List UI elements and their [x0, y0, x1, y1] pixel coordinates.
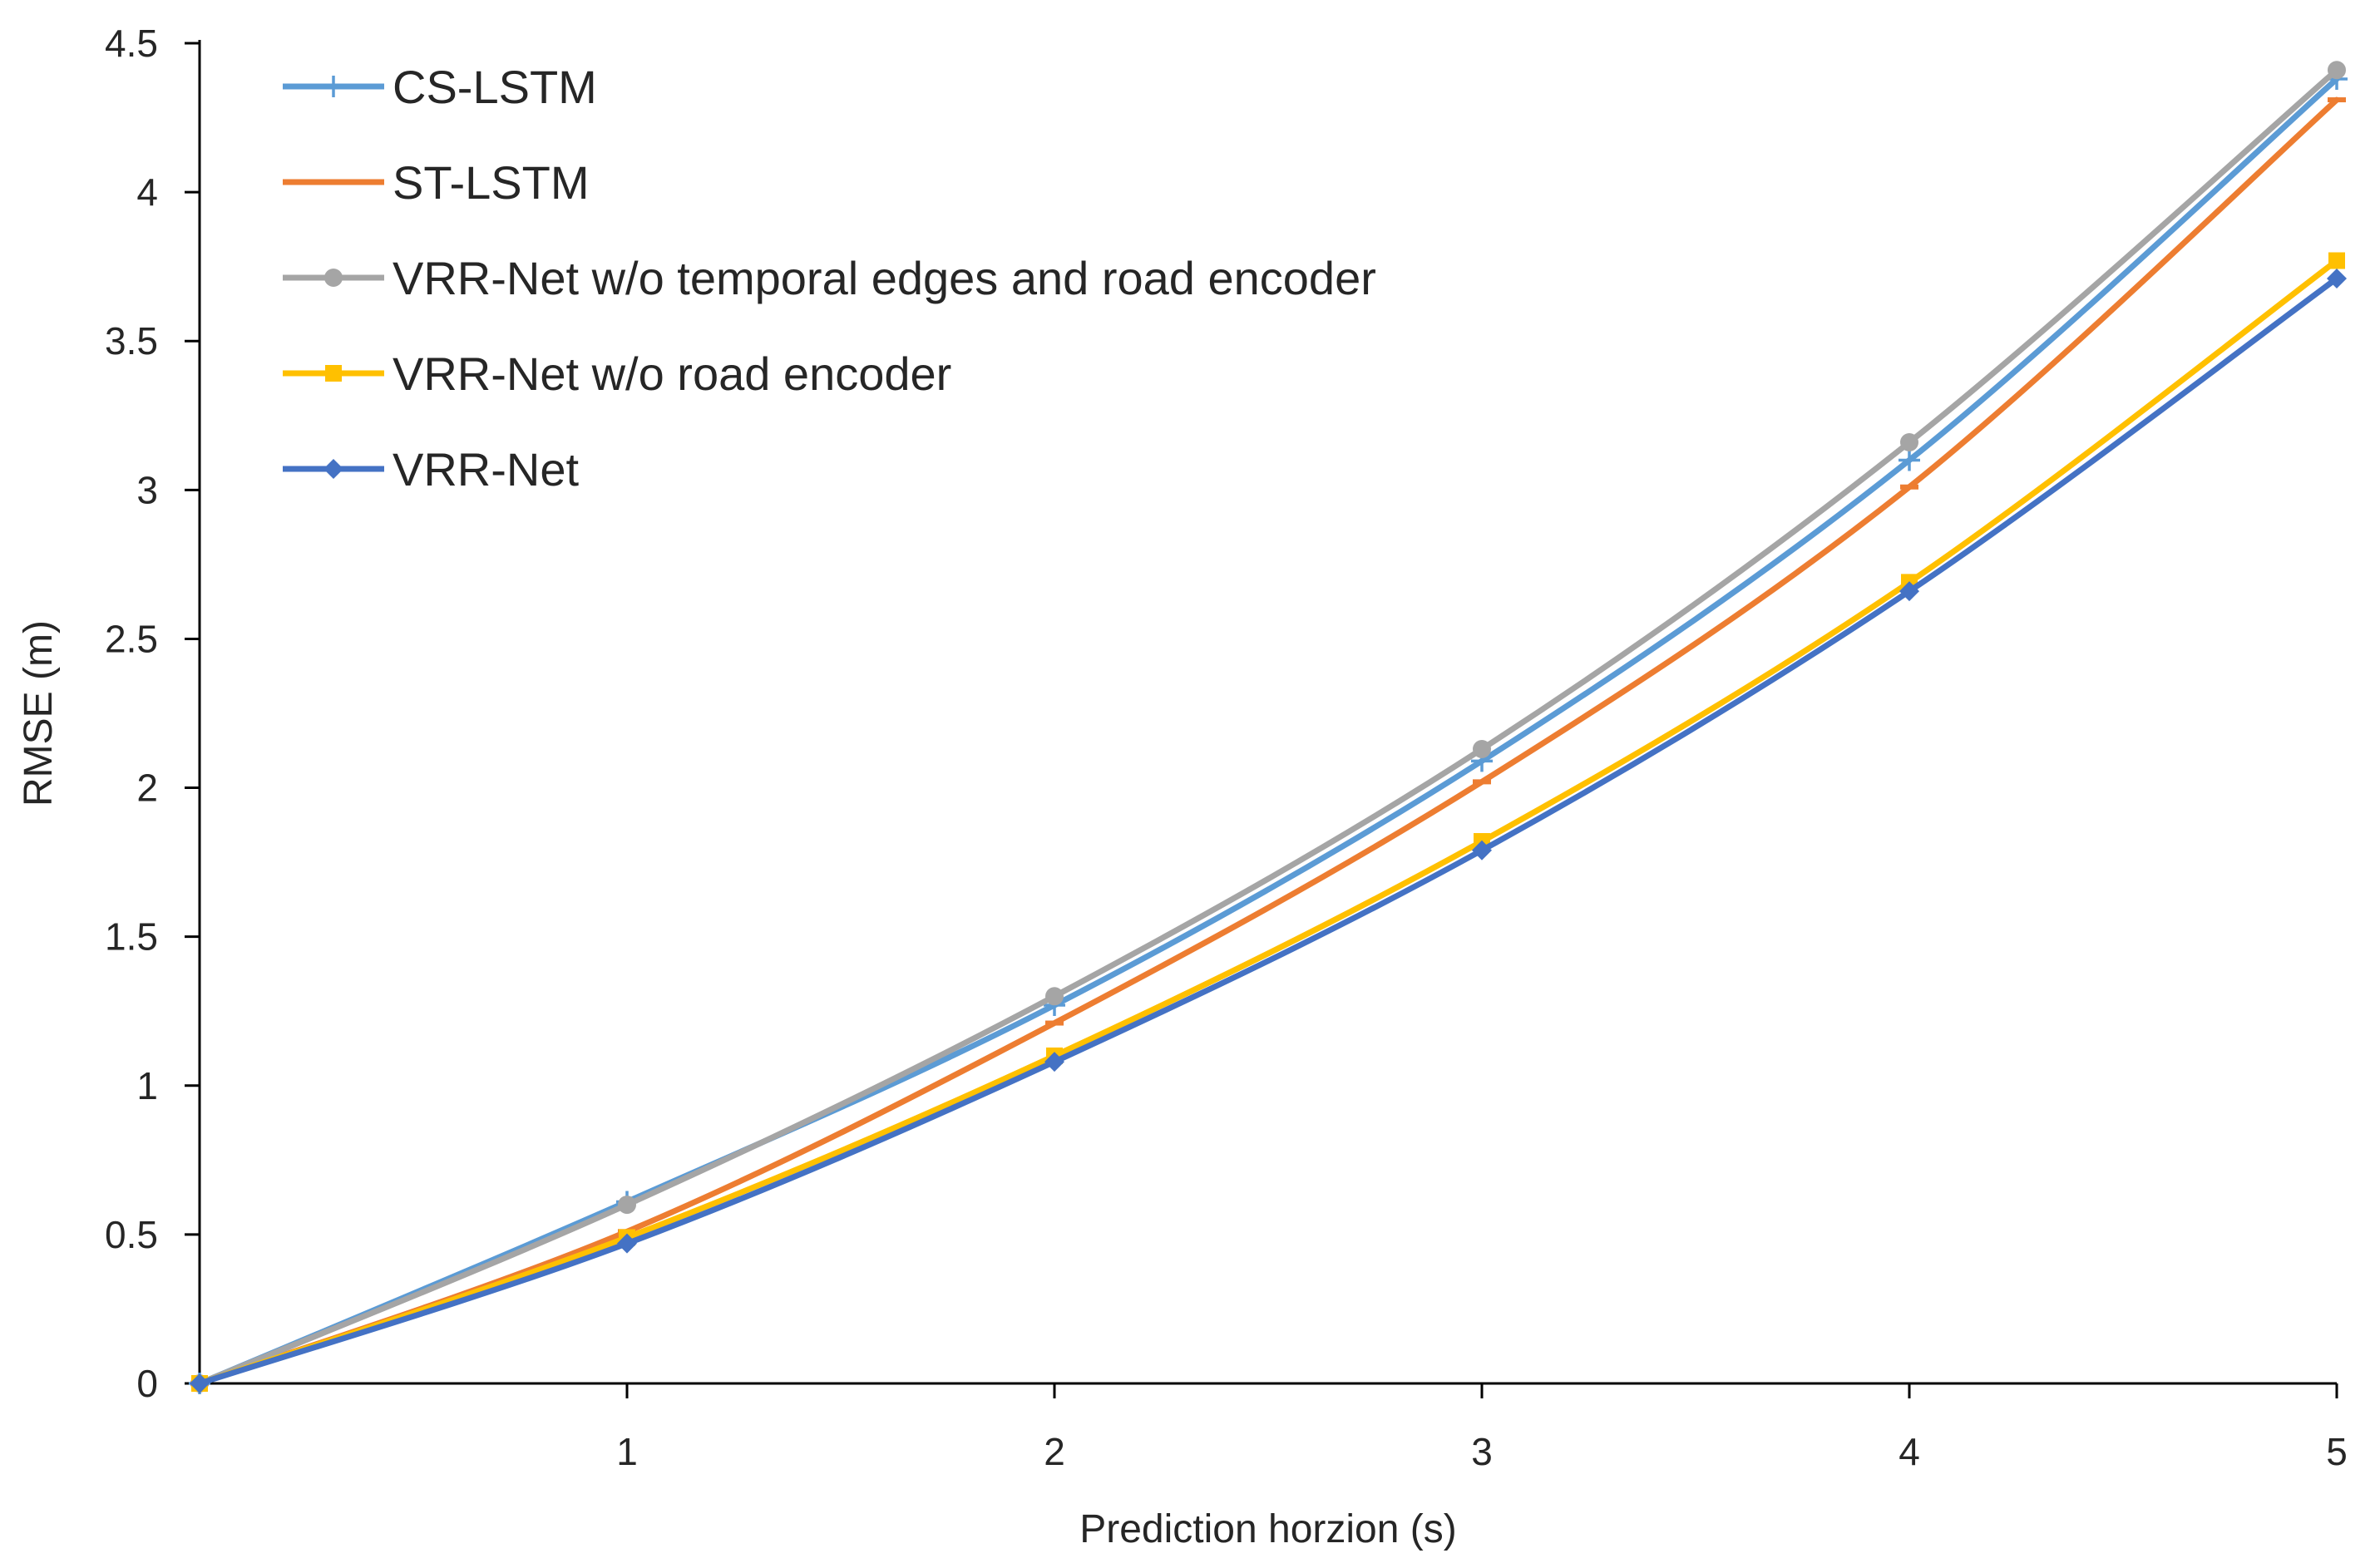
y-tick-label: 0.5	[105, 1213, 158, 1256]
data-point	[2328, 97, 2346, 103]
legend-label: VRR-Net w/o road encoder	[393, 348, 951, 400]
data-point	[617, 1233, 637, 1254]
legend-item: VRR-Net	[283, 443, 579, 496]
data-point	[1900, 484, 1918, 490]
axes: 0 0.5 1 1.5 2 2.5 3 3.5 4 4.5 1 2 3 4 5	[105, 22, 2348, 1473]
legend-marker	[323, 459, 343, 479]
legend-marker	[324, 180, 343, 185]
y-tick-label: 3.5	[105, 319, 158, 362]
data-point	[618, 1196, 636, 1215]
legend-item: CS-LSTM	[283, 61, 597, 113]
series-line	[196, 67, 2340, 1387]
x-tick-label: 2	[1044, 1430, 1065, 1473]
legend-marker	[325, 365, 342, 382]
x-tick-label: 3	[1471, 1430, 1493, 1473]
y-tick-label: 1	[136, 1064, 158, 1107]
y-tick-label: 3	[136, 468, 158, 511]
data-point	[1473, 739, 1491, 758]
series-line	[196, 275, 2340, 1387]
x-tick-label: 1	[616, 1430, 638, 1473]
data-point	[2328, 61, 2346, 80]
data-point	[1045, 1020, 1064, 1026]
x-tick-label: 4	[1899, 1430, 1920, 1473]
legend-label: VRR-Net	[393, 443, 579, 496]
legend-marker	[323, 76, 344, 97]
series-5	[190, 268, 2347, 1393]
data-point	[1045, 987, 1064, 1006]
legend-item: VRR-Net w/o road encoder	[283, 348, 951, 400]
legend: CS-LSTM ST-LSTM VRR-Net w/o temporal edges…	[283, 61, 1376, 496]
data-point	[1044, 1052, 1064, 1072]
data-point	[1900, 433, 1918, 452]
y-tick-label: 2	[136, 767, 158, 810]
y-axis-title: RMSE (m)	[17, 620, 61, 806]
data-point	[190, 1373, 210, 1393]
y-tick-label: 1.5	[105, 915, 158, 959]
data-point	[1899, 449, 1920, 471]
x-tick-label: 5	[2326, 1430, 2348, 1473]
series-3	[190, 61, 2346, 1393]
legend-label: ST-LSTM	[393, 156, 589, 209]
data-point	[2328, 252, 2345, 269]
data-point	[1473, 779, 1491, 785]
legend-item: VRR-Net w/o temporal edges and road enco…	[283, 252, 1376, 304]
y-tick-label: 0	[136, 1362, 158, 1405]
y-tick-label: 2.5	[105, 617, 158, 660]
series-layer	[189, 61, 2348, 1394]
legend-marker	[324, 269, 343, 287]
series-4	[191, 252, 2345, 1392]
y-tick-label: 4.5	[105, 22, 158, 65]
data-point	[1472, 840, 1492, 860]
legend-label: VRR-Net w/o temporal edges and road enco…	[393, 252, 1376, 304]
data-point	[2327, 268, 2347, 288]
legend-label: CS-LSTM	[393, 61, 597, 113]
series-line	[196, 76, 2340, 1387]
legend-item: ST-LSTM	[283, 156, 589, 209]
y-tick-label: 4	[136, 170, 158, 214]
data-point	[1899, 581, 1919, 602]
series-line	[196, 258, 2340, 1387]
series-line	[196, 96, 2340, 1387]
x-axis-title: Prediction horzion (s)	[1079, 1507, 1457, 1551]
